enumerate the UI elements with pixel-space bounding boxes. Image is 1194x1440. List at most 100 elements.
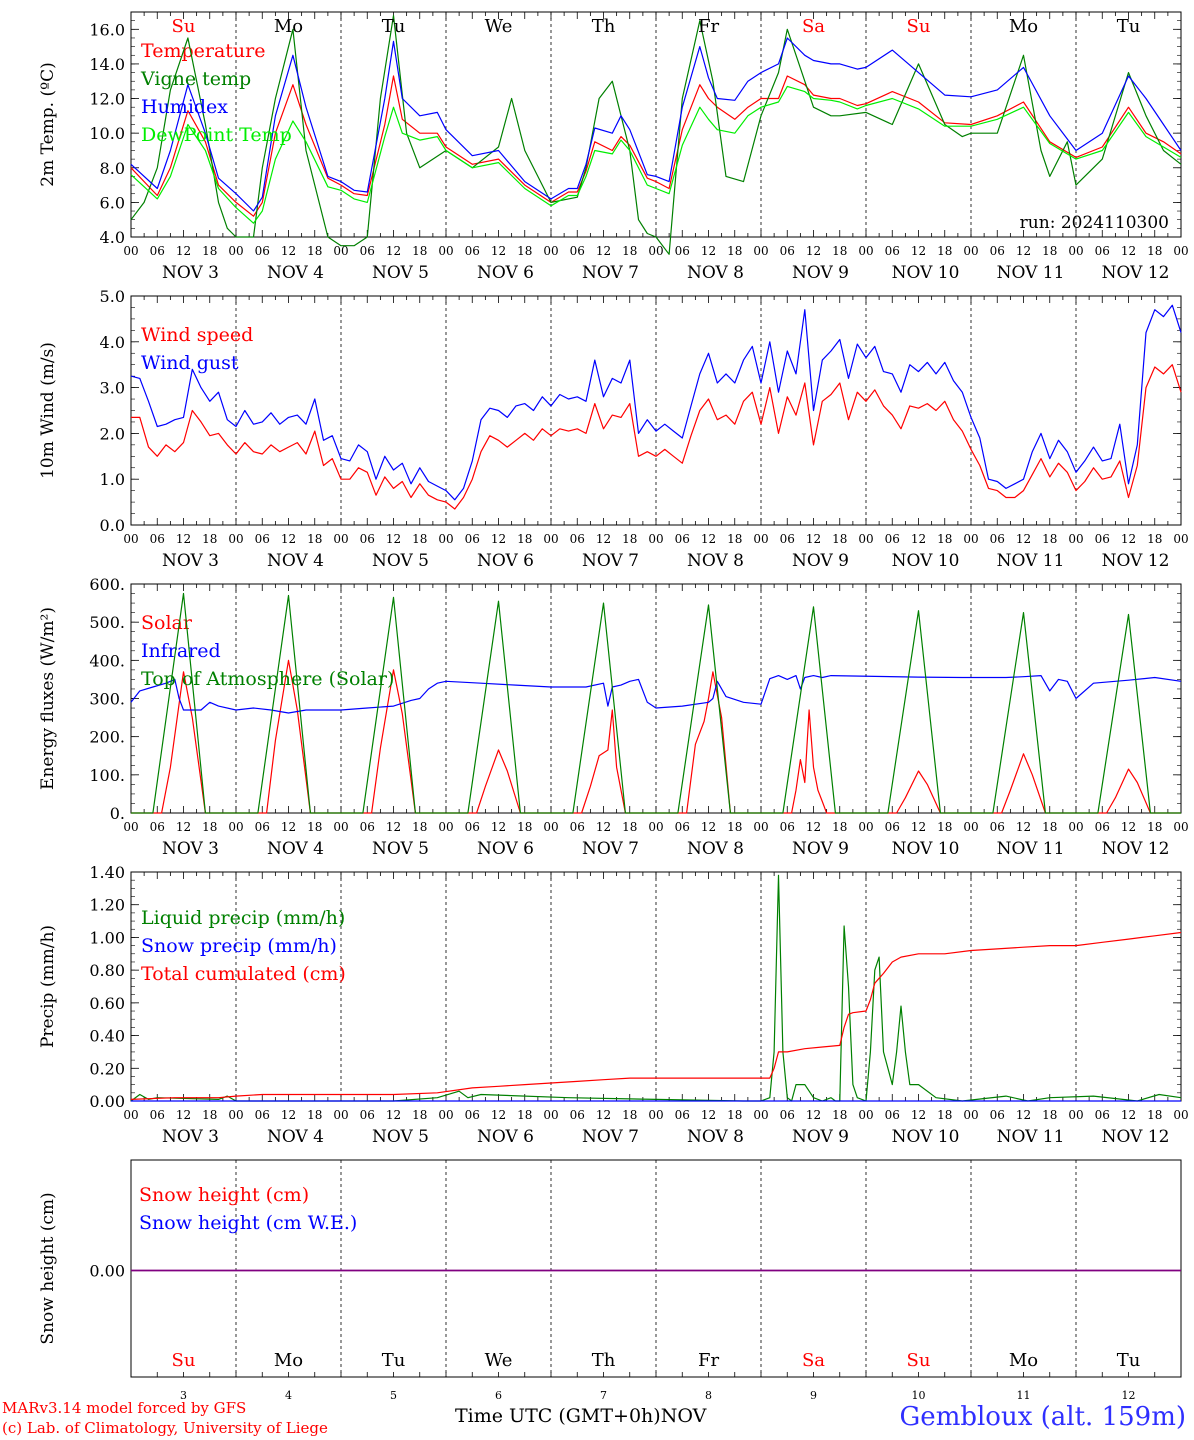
hour-tick-label: 12 — [701, 1108, 716, 1122]
date-tick-label: NOV 3 — [162, 839, 219, 859]
hour-tick-label: 06 — [255, 532, 270, 546]
y-tick-label: 3.0 — [100, 379, 125, 398]
date-tick-label: NOV 8 — [687, 263, 744, 283]
series-line-3 — [130, 37, 1182, 212]
hour-tick-label: 18 — [832, 820, 847, 834]
y-tick-label: 0.0 — [100, 516, 125, 535]
legend-entry: Wind speed — [141, 324, 253, 346]
hour-tick-label: 12 — [176, 1108, 191, 1122]
legend-entry: Infrared — [141, 640, 221, 662]
credit-line-model: MARv3.14 model forced by GFS — [2, 1399, 247, 1417]
y-tick-label: 0.00 — [89, 1092, 125, 1111]
hour-tick-label: 06 — [465, 244, 480, 258]
weekday-label: Mo — [1009, 1350, 1038, 1371]
hour-tick-label: 00 — [228, 820, 243, 834]
hour-tick-label: 12 — [281, 244, 296, 258]
date-tick-label: NOV 9 — [792, 551, 849, 571]
hour-tick-label: 06 — [570, 820, 585, 834]
date-tick-label: NOV 5 — [372, 551, 429, 571]
weekday-label: Fr — [698, 16, 719, 37]
date-tick-label: NOV 6 — [477, 551, 534, 571]
weekday-label: Su — [907, 16, 931, 37]
hour-tick-label: 12 — [596, 244, 611, 258]
hour-tick-label: 06 — [255, 820, 270, 834]
legend-entry: Vigne temp — [140, 68, 251, 90]
series-line-3 — [131, 592, 1181, 814]
hour-tick-label: 00 — [543, 1108, 558, 1122]
hour-tick-label: 00 — [963, 1108, 978, 1122]
hour-tick-label: 12 — [176, 820, 191, 834]
hour-tick-label: 00 — [753, 1108, 768, 1122]
y-tick-label: 4.0 — [100, 333, 125, 352]
hour-tick-label: 12 — [1121, 532, 1136, 546]
hour-tick-label: 00 — [123, 820, 138, 834]
hour-tick-label: 18 — [307, 244, 322, 258]
hour-tick-label: 12 — [386, 1108, 401, 1122]
weekday-label: Th — [592, 16, 616, 37]
hour-tick-label: 12 — [911, 1108, 926, 1122]
date-tick-label: NOV 4 — [267, 551, 324, 571]
hour-tick-label: 00 — [438, 532, 453, 546]
hour-tick-label: 18 — [1147, 532, 1162, 546]
hour-tick-label: 06 — [780, 532, 795, 546]
date-number-label: 7 — [600, 1389, 607, 1402]
hour-tick-label: 12 — [596, 1108, 611, 1122]
weekday-label: Sa — [802, 1350, 825, 1371]
hour-tick-label: 12 — [806, 820, 821, 834]
hour-tick-label: 18 — [937, 244, 952, 258]
date-tick-label: NOV 10 — [892, 839, 960, 859]
series-line-2 — [130, 14, 1182, 255]
date-number-label: 12 — [1122, 1389, 1136, 1402]
date-tick-label: NOV 12 — [1102, 1127, 1170, 1147]
date-tick-label: NOV 7 — [582, 551, 639, 571]
hour-tick-label: 06 — [150, 244, 165, 258]
date-number-label: 8 — [705, 1389, 712, 1402]
hour-tick-label: 00 — [1068, 532, 1083, 546]
hour-tick-label: 18 — [412, 244, 427, 258]
hour-tick-label: 18 — [1042, 532, 1057, 546]
hour-tick-label: 00 — [648, 820, 663, 834]
y-tick-label: 0. — [110, 804, 125, 823]
y-tick-label: 0.40 — [89, 1027, 125, 1046]
legend-entry: Top of Atmosphere (Solar) — [141, 668, 394, 690]
hour-tick-label: 18 — [1042, 1108, 1057, 1122]
weekday-label: Mo — [274, 1350, 303, 1371]
y-tick-label: 200. — [89, 728, 125, 747]
hour-tick-label: 00 — [648, 244, 663, 258]
date-number-label: 4 — [285, 1389, 292, 1402]
hour-tick-label: 18 — [412, 1108, 427, 1122]
hour-tick-label: 00 — [858, 244, 873, 258]
y-tick-label: 600. — [89, 575, 125, 594]
hour-tick-label: 18 — [307, 820, 322, 834]
hour-tick-label: 00 — [123, 244, 138, 258]
y-tick-label: 0.00 — [89, 1262, 125, 1281]
hour-tick-label: 00 — [753, 820, 768, 834]
hour-tick-label: 00 — [543, 820, 558, 834]
hour-tick-label: 18 — [517, 244, 532, 258]
date-number-label: 9 — [810, 1389, 817, 1402]
y-tick-label: 4.0 — [100, 228, 125, 247]
series-line-4 — [130, 85, 1182, 224]
date-tick-label: NOV 12 — [1102, 551, 1170, 571]
hour-tick-label: 00 — [333, 1108, 348, 1122]
hour-tick-label: 00 — [858, 820, 873, 834]
date-tick-label: NOV 11 — [997, 1127, 1065, 1147]
hour-tick-label: 18 — [202, 820, 217, 834]
hour-tick-label: 06 — [780, 820, 795, 834]
legend-entry: DewPoint Temp — [141, 124, 292, 146]
hour-tick-label: 12 — [1121, 820, 1136, 834]
y-tick-label: 300. — [89, 690, 125, 709]
date-tick-label: NOV 6 — [477, 839, 534, 859]
hour-tick-label: 00 — [1173, 820, 1188, 834]
panel-5: 0.00 Snow height (cm) Snow height (cm) Snow… — [38, 1159, 1182, 1402]
date-tick-label: NOV 7 — [582, 263, 639, 283]
hour-tick-label: 06 — [465, 820, 480, 834]
y-tick-label: 10.0 — [89, 124, 125, 143]
date-tick-label: NOV 12 — [1102, 839, 1170, 859]
hour-tick-label: 18 — [727, 244, 742, 258]
hour-tick-label: 06 — [150, 532, 165, 546]
hour-tick-label: 06 — [570, 244, 585, 258]
hour-tick-label: 06 — [885, 244, 900, 258]
date-tick-label: NOV 6 — [477, 1127, 534, 1147]
date-tick-label: NOV 3 — [162, 263, 219, 283]
